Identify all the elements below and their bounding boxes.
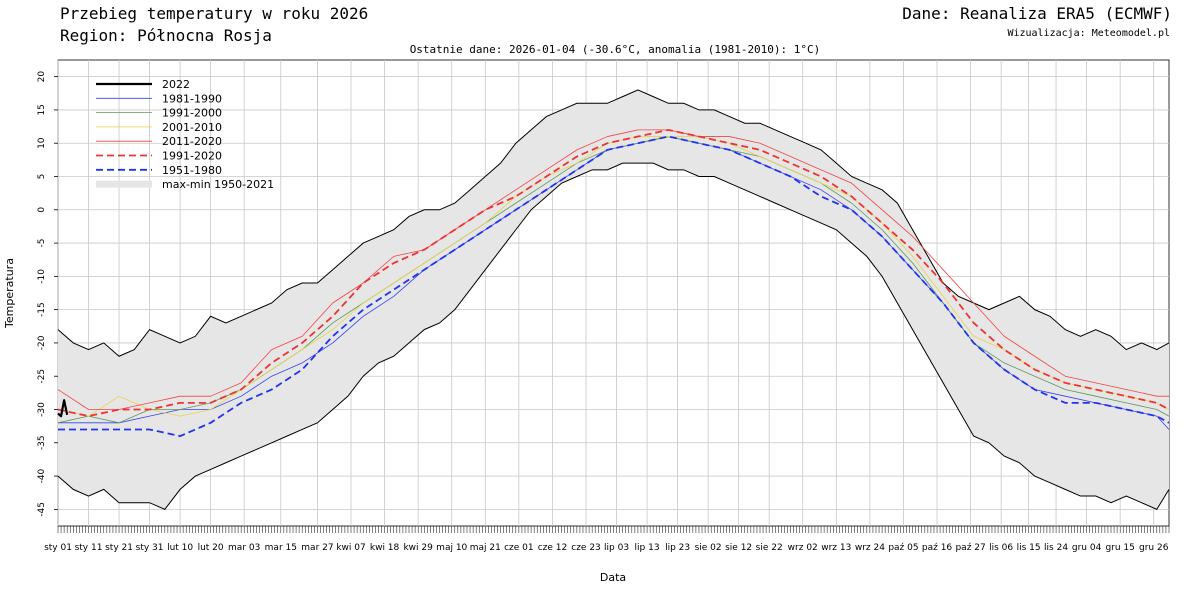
x-tick-label: sty 21 [105,543,133,553]
legend-label: 1991-2020 [162,150,222,163]
x-tick-label: mar 15 [265,543,297,553]
legend-label: max-min 1950-2021 [162,178,274,191]
x-tick-label: cze 01 [504,543,534,553]
y-tick-label: 10 [37,137,47,149]
band-max-line [57,89,1170,357]
x-tick-label: lip 13 [635,543,660,553]
x-tick-label: paź 05 [888,543,918,553]
chart-title: Przebieg temperatury w roku 2026 [60,4,369,23]
x-axis-title: Data [600,571,626,584]
x-tick-label: mar 03 [228,543,260,553]
x-tick-label: cze 12 [538,543,568,553]
x-tick-label: sty 31 [136,543,164,553]
y-axis: -45 -40 -35 -30 -25 -20 -15 -10 -5 0 5 10 15 20 [37,71,58,517]
band-layer [57,89,1170,510]
y-tick-label: -25 [37,369,47,384]
x-tick-label: kwi 07 [336,543,365,553]
visualization-credit: Wizualizacja: Meteomodel.pl [1007,28,1170,39]
legend-label: 2022 [162,78,190,91]
band-area [58,89,1169,510]
x-tick-label: wrz 02 [788,543,818,553]
x-tick-label: lis 15 [1017,543,1041,553]
band-min-line [57,162,1170,510]
y-tick-label: -35 [37,435,47,450]
x-tick-label: paź 16 [922,543,953,553]
y-tick-label: 20 [37,71,47,83]
series-layer [57,128,1170,438]
data-source-label: Dane: Reanaliza ERA5 (ECMWF) [902,4,1172,23]
x-tick-label: sty 01 [44,543,72,553]
legend-label: 1981-1990 [162,92,222,105]
x-tick-label: maj 21 [470,543,501,553]
y-axis-title: Temperatura [3,258,16,329]
series-line-2022 [57,399,69,418]
x-tick-label: cze 23 [571,543,601,553]
x-tick-label: lip 23 [665,543,690,553]
x-tick-label: mar 27 [301,543,333,553]
x-tick-label: gru 15 [1105,543,1134,553]
region-label: Region: Północna Rosja [60,26,272,45]
chart-subtitle: Ostatnie dane: 2026-01-04 (-30.6°C, anom… [409,43,821,56]
legend-label: 2001-2010 [162,121,222,134]
x-tick-label: wrz 24 [855,543,885,553]
y-tick-label: -15 [37,302,47,317]
series-line-2001-2010 [57,136,1170,417]
x-tick-label: lis 06 [989,543,1013,553]
series-line-1951-1980 [58,135,1170,438]
x-tick-label: sie 22 [756,543,783,553]
x-tick-label: sie 12 [725,543,752,553]
series-line-1991-2020 [57,128,1170,418]
x-tick-label: maj 10 [436,543,467,553]
legend-label: 1951-1980 [162,164,222,177]
x-tick-label: lut 10 [167,543,193,553]
x-tick-label: kwi 29 [403,543,433,553]
y-tick-label: -30 [37,402,47,417]
x-tick-label: lut 20 [198,543,224,553]
series-line-2011-2020 [57,129,1169,410]
legend-label: 2011-2020 [162,135,222,148]
x-tick-label: kwi 18 [370,543,400,553]
x-tick-label: lis 24 [1044,543,1068,553]
legend-label: 1991-2000 [162,107,222,120]
x-tick-label: lip 03 [604,543,629,553]
x-tick-label: gru 04 [1072,543,1102,553]
y-tick-label: 15 [37,104,47,115]
x-tick-label: sie 02 [695,543,722,553]
y-tick-label: -45 [37,502,47,517]
y-tick-label: -10 [37,269,47,284]
x-tick-label: paź 27 [955,543,985,553]
x-axis: sty 01 sty 11 sty 21 sty 31 lut 10 lut 20 mar … [44,526,1170,553]
y-tick-label: -40 [37,468,47,483]
x-tick-label: gru 26 [1139,543,1169,553]
y-tick-label: 0 [37,207,47,213]
y-tick-label: 5 [37,174,47,180]
x-tick-label: sty 11 [75,543,103,553]
y-tick-label: -20 [37,335,47,350]
y-tick-label: -5 [37,239,47,248]
x-tick-label: wrz 13 [821,543,851,553]
